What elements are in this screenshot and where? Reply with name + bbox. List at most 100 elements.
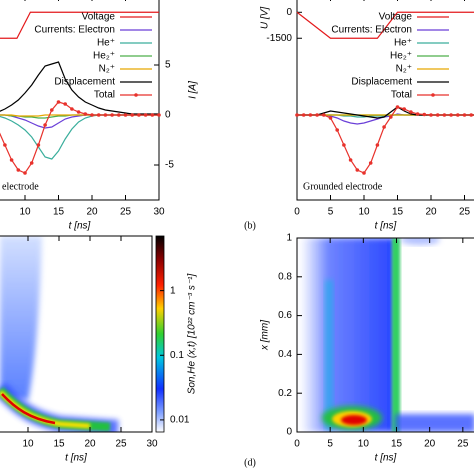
x-tick-label: 10 [358,439,370,450]
x-tick-label: 25 [457,439,469,450]
series-marker [23,171,27,175]
y-tick-label: 0 [286,7,292,18]
x-tick-label: 25 [120,207,132,218]
series-marker [442,113,447,117]
series-marker [469,113,474,117]
legend-label: Voltage [379,12,413,23]
colorbar-tick-label: 1 [170,285,176,296]
x-tick-label: 15 [391,439,403,450]
legend-label: He⁺ [394,38,412,49]
series-marker [348,158,353,162]
series-marker [409,110,413,114]
x-tick-label: 5 [328,207,334,218]
x-tick-label: 30 [146,439,158,450]
colorbar [155,235,165,433]
x-tick-label: 15 [53,207,65,218]
series-marker [382,125,386,129]
y-axis-label: x [mm] [260,320,271,351]
legend-swatch-marker [134,93,138,97]
y2-axis-label: I [A] [188,81,199,99]
heatmap-c [0,236,119,432]
series-marker [16,168,21,172]
series-marker [308,113,313,117]
y-tick-label: 0 [286,427,292,438]
series-line [296,11,474,39]
series-marker [3,143,7,147]
x-tick-label: 20 [424,439,436,450]
annotation: Grounded electrode [303,181,383,192]
series-marker [137,113,141,117]
series-marker [76,110,81,114]
legend-swatch-marker [431,93,435,97]
series-marker [150,113,155,117]
series-marker [402,107,407,111]
series-marker [56,100,61,104]
series-marker [389,115,393,119]
series-marker [50,108,54,112]
y-axis-label: U [V] [260,7,271,29]
colorbar-label: Son,He (x,t) [10²² cm⁻³ s⁻¹] [187,273,198,394]
series-marker [43,123,47,127]
series-marker [103,113,108,117]
legend-label: He₂⁺ [390,51,412,62]
legend-label: He₂⁺ [93,51,115,62]
y2-tick-label: 5 [165,60,171,71]
series-marker [123,113,128,117]
series-marker [130,113,134,117]
annotation: (d) [244,457,256,468]
legend-label: N₂⁺ [99,64,115,75]
series-marker [322,113,326,117]
x-tick-label: 20 [84,439,96,450]
legend-label: Displacement [54,77,115,88]
legend-label: Currents: Electron [331,25,412,36]
series-marker [328,116,333,120]
series-marker [157,113,161,117]
series-marker [295,113,299,117]
y-tick-label: -1500 [266,33,292,44]
x-tick-label: 25 [459,207,471,218]
y-tick-label: 0.6 [278,310,292,321]
series-marker [96,113,101,117]
x-tick-label: 0 [294,439,300,450]
series-marker [415,112,420,116]
series-marker [83,112,88,116]
y-tick-label: 0.8 [278,271,292,282]
series-line [0,61,159,115]
heatmap-d [300,238,474,432]
y2-tick-label: -5 [165,160,174,171]
y-tick-label: 0.2 [278,388,292,399]
y-tick-label: 1 [286,233,292,244]
x-axis-label: t [ns] [65,453,87,464]
x-axis-label: t [ns] [375,221,397,232]
x-tick-label: 10 [22,439,34,450]
x-tick-label: 15 [392,207,404,218]
series-marker [375,143,380,147]
x-tick-label: 30 [153,207,165,218]
series-marker [456,113,460,117]
legend-label: Voltage [82,12,116,23]
x-tick-label: 0 [294,207,300,218]
series-marker [395,105,400,109]
series-marker [63,102,67,106]
series-marker [143,113,148,117]
series-marker [449,113,453,117]
legend-label: He⁺ [97,38,115,49]
series-marker [315,113,319,117]
x-tick-label: 10 [19,207,31,218]
series-marker [110,113,114,117]
series-line [0,11,159,39]
series-marker [90,113,94,117]
series-marker [29,161,34,165]
series-marker [301,113,306,117]
legend-label: Displacement [351,77,412,88]
legend-label: Total [391,90,412,101]
colorbar-tick-label: 0.01 [170,415,190,426]
series-marker [70,107,74,111]
series-marker [9,158,14,162]
series-marker [117,113,121,117]
series-marker [36,143,41,147]
series-marker [362,171,366,175]
series-marker [368,161,373,165]
series-marker [462,113,467,117]
